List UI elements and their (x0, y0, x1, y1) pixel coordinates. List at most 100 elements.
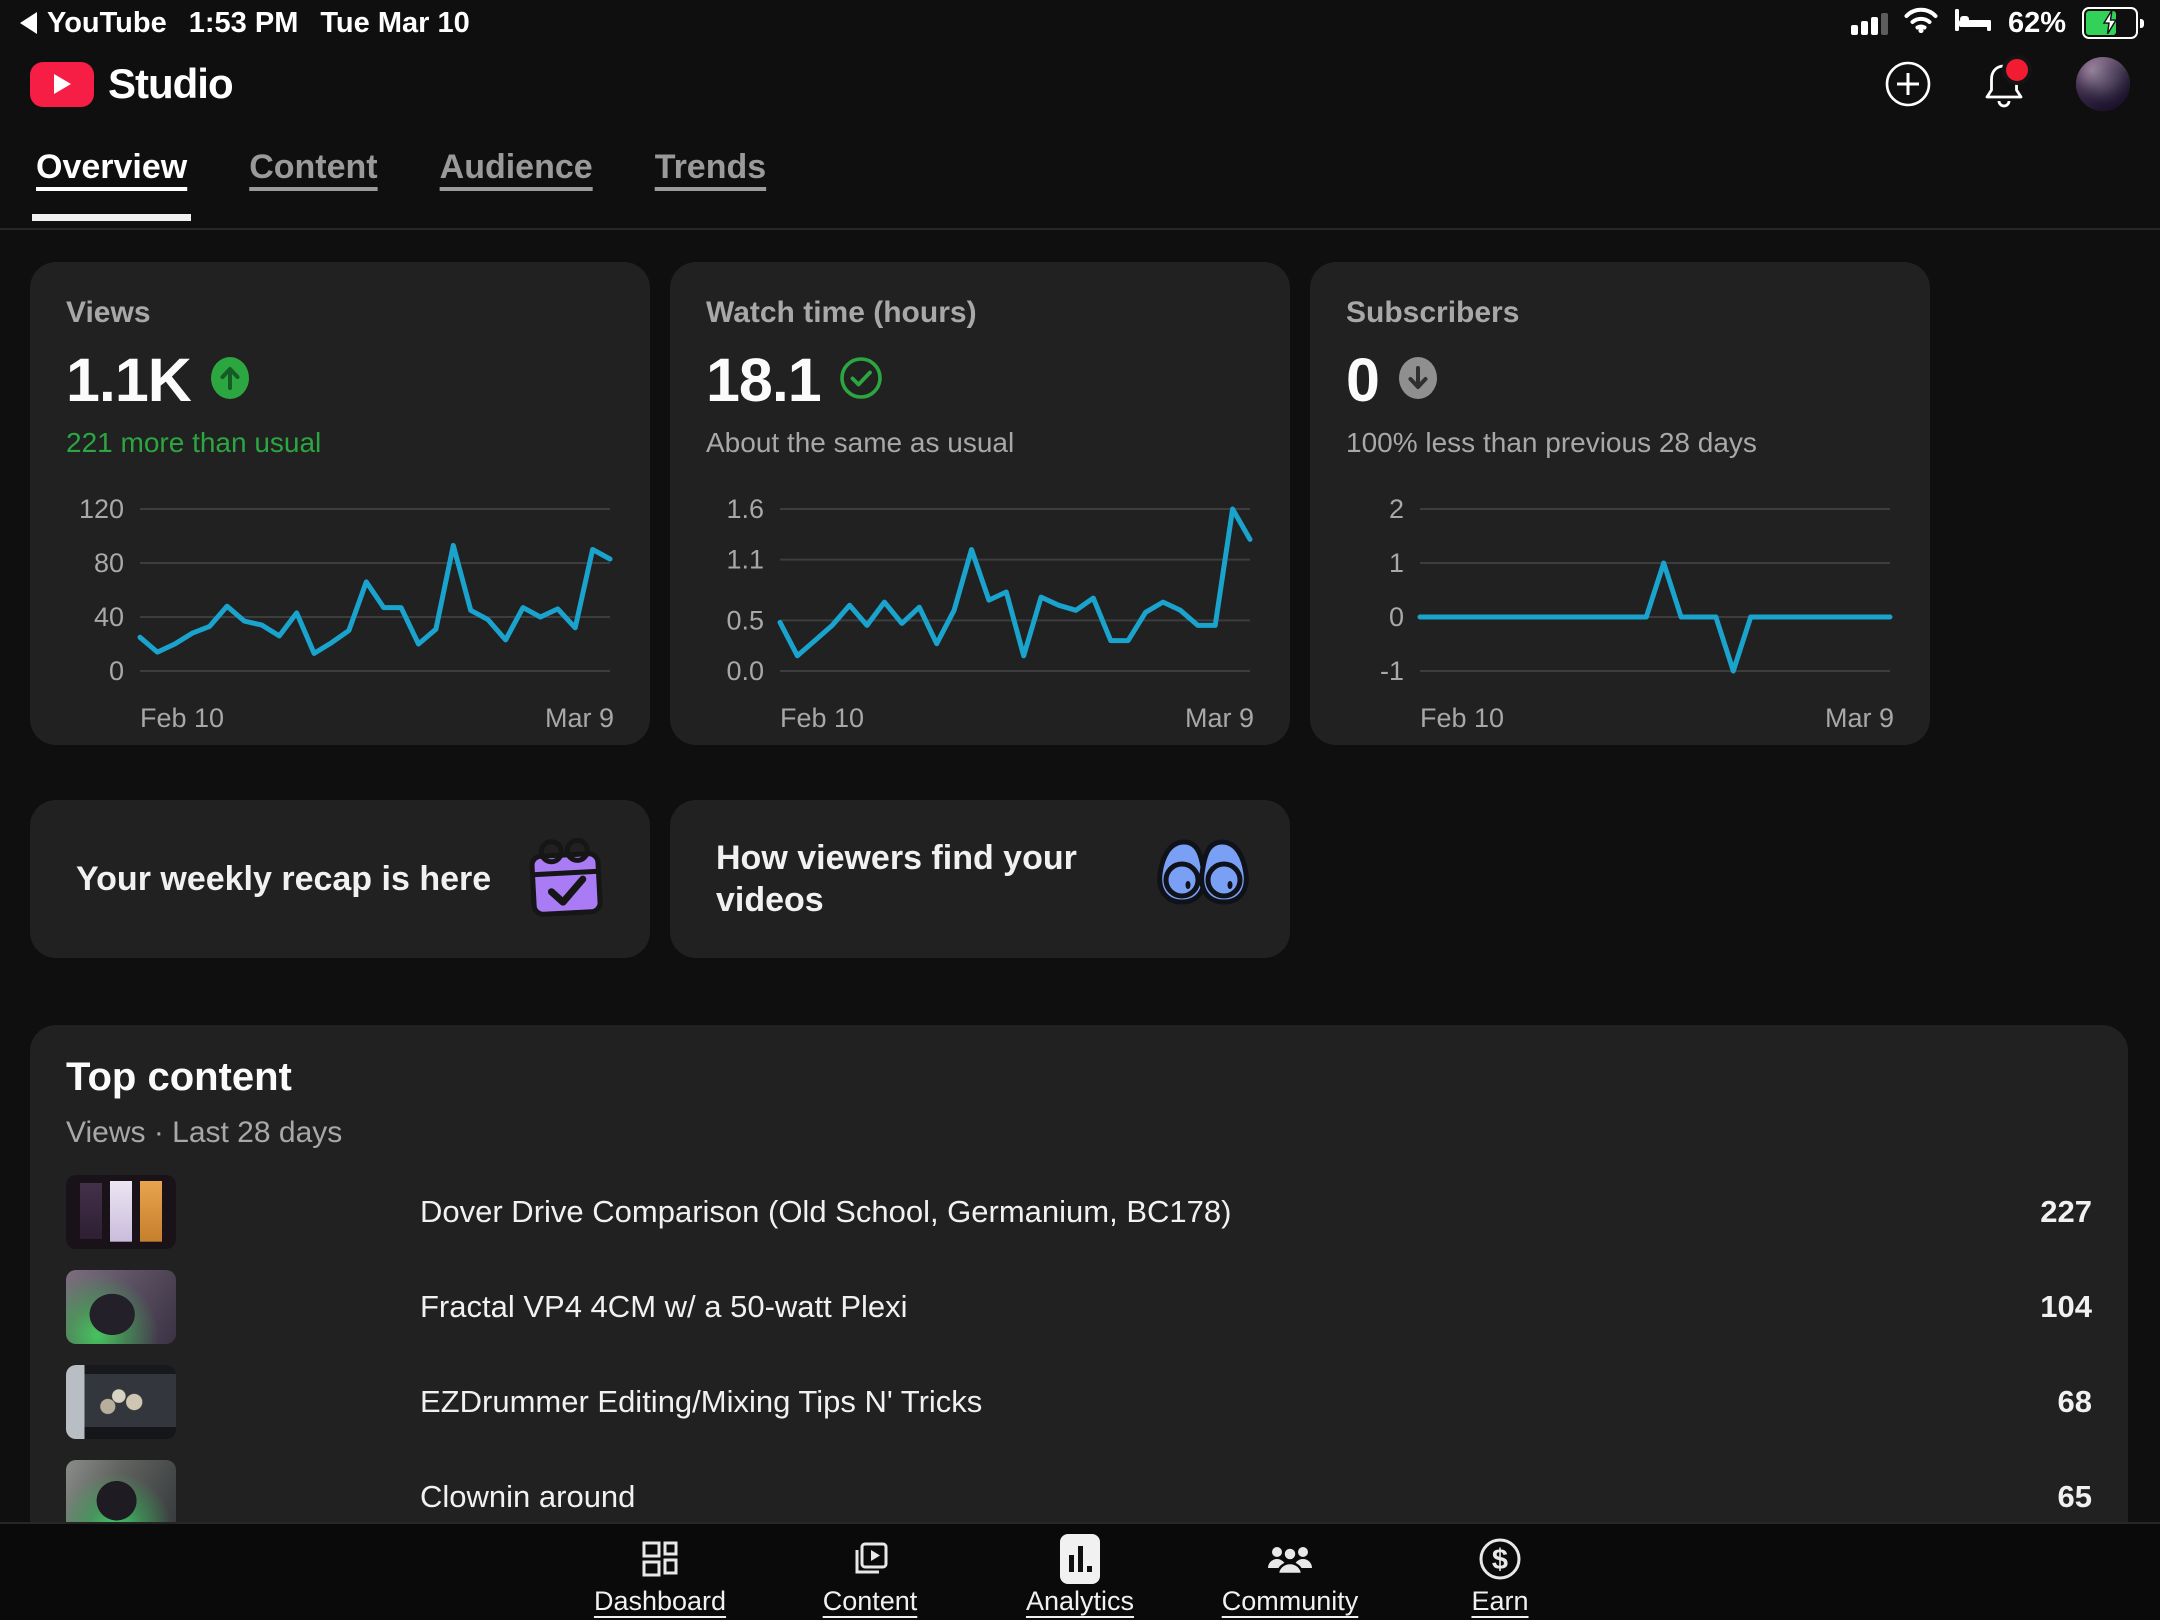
svg-text:0.0: 0.0 (726, 656, 764, 686)
tab-label: Content (249, 148, 378, 186)
views-delta: 221 more than usual (66, 427, 322, 458)
account-avatar[interactable] (2076, 57, 2130, 111)
notification-badge (2002, 55, 2032, 85)
battery-charging-icon (2082, 7, 2144, 39)
video-views: 104 (2040, 1288, 2092, 1324)
nav-label: Community (1221, 1586, 1359, 1616)
subscribers-delta: 100% less than previous 28 days (1346, 427, 1757, 458)
community-people-icon (1265, 1534, 1315, 1584)
svg-text:0: 0 (1389, 602, 1404, 632)
avatar-image (2076, 57, 2130, 111)
binoculars-icon (1157, 839, 1249, 905)
video-thumbnail (66, 1174, 176, 1249)
x-axis-end-label: Mar 9 (544, 703, 614, 733)
watch-time-delta: About the same as usual (706, 427, 1015, 458)
x-axis-end-label: Mar 9 (1824, 703, 1894, 733)
video-title: Dover Drive Comparison (Old School, Germ… (420, 1193, 1232, 1229)
subscribers-chart: 2 1 0 -1 (1380, 494, 1893, 686)
nav-label: Analytics (1025, 1586, 1135, 1616)
tabs-divider (0, 228, 2160, 230)
nav-label: Dashboard (593, 1586, 727, 1616)
card-title: Watch time (hours) (706, 296, 977, 329)
svg-text:1.6: 1.6 (726, 494, 764, 524)
video-views: 65 (2057, 1478, 2092, 1514)
nav-label: Content (822, 1586, 918, 1616)
svg-text:120: 120 (79, 494, 124, 524)
trend-down-icon (1397, 356, 1439, 405)
promo-title: How viewers find your videos (716, 838, 1077, 920)
play-icon (54, 73, 71, 94)
video-title: EZDrummer Editing/Mixing Tips N' Tricks (420, 1383, 983, 1419)
create-button[interactable] (1884, 60, 1932, 108)
views-value: 1.1K (66, 346, 192, 414)
nav-content[interactable]: Content (765, 1524, 975, 1620)
cellular-signal-icon (1850, 11, 1888, 35)
tab-audience[interactable]: Audience (436, 148, 597, 221)
top-content-row[interactable]: Dover Drive Comparison (Old School, Germ… (66, 1164, 2092, 1259)
analytics-bars-icon (1057, 1534, 1103, 1584)
video-thumbnail (66, 1459, 176, 1534)
promo-cards-row: Your weekly recap is here How viewers fi… (30, 800, 1290, 958)
views-card[interactable]: Views 1.1K 221 more than usual 120 80 40 0 … (30, 262, 650, 745)
x-axis-start-label: Feb 10 (780, 703, 865, 733)
how-viewers-find-card[interactable]: How viewers find your videos (670, 800, 1290, 958)
nav-analytics[interactable]: Analytics (975, 1524, 1185, 1620)
video-title: Clownin around (420, 1478, 636, 1514)
wifi-icon (1904, 5, 1938, 41)
back-to-app-button[interactable]: YouTube (20, 7, 167, 40)
metric-cards-row: Views 1.1K 221 more than usual 120 80 40 0 … (30, 262, 1930, 745)
create-plus-icon (1885, 61, 1931, 107)
back-app-label: YouTube (47, 6, 167, 39)
card-title: Subscribers (1346, 296, 1520, 329)
svg-text:80: 80 (94, 548, 124, 578)
x-axis-end-label: Mar 9 (1184, 703, 1254, 733)
svg-text:1: 1 (1389, 548, 1404, 578)
tab-content[interactable]: Content (245, 148, 381, 221)
svg-text:2: 2 (1389, 494, 1404, 524)
video-thumbnail (66, 1269, 176, 1344)
subscribers-card[interactable]: Subscribers 0 100% less than previous 28… (1310, 262, 1930, 745)
top-content-title: Top content (66, 1055, 292, 1099)
weekly-recap-card[interactable]: Your weekly recap is here (30, 800, 650, 958)
trend-same-icon (839, 356, 883, 405)
subscribers-value: 0 (1346, 346, 1380, 414)
youtube-logo-icon (30, 61, 94, 107)
svg-text:$: $ (1492, 1544, 1508, 1576)
top-content-row[interactable]: EZDrummer Editing/Mixing Tips N' Tricks … (66, 1354, 2092, 1449)
video-title: Fractal VP4 4CM w/ a 50-watt Plexi (420, 1288, 908, 1324)
video-thumbnail (66, 1364, 176, 1439)
svg-text:0: 0 (109, 656, 124, 686)
svg-text:-1: -1 (1380, 656, 1404, 686)
top-content-row[interactable]: Fractal VP4 4CM w/ a 50-watt Plexi 104 (66, 1259, 2092, 1354)
watch-time-chart: 1.6 1.1 0.5 0.0 (726, 494, 1253, 686)
top-content-row[interactable]: Clownin around 65 (66, 1449, 2092, 1544)
tab-overview[interactable]: Overview (32, 148, 192, 221)
x-axis-start-label: Feb 10 (1420, 703, 1505, 733)
status-time: 1:53 PM (188, 6, 299, 39)
status-bar: YouTube 1:53 PM Tue Mar 10 (0, 0, 2160, 46)
calendar-check-icon (529, 837, 603, 917)
watch-time-value: 18.1 (706, 346, 822, 414)
notifications-button[interactable] (1982, 55, 2032, 108)
svg-text:1.1: 1.1 (726, 545, 764, 575)
promo-title: Your weekly recap is here (76, 859, 492, 898)
nav-earn[interactable]: $ Earn (1395, 1524, 1605, 1620)
focus-bed-icon (1954, 7, 1992, 40)
app-header: Studio (0, 46, 2160, 122)
bottom-navigation: Dashboard Content Analytics (0, 1522, 2160, 1620)
content-play-icon (847, 1534, 893, 1584)
nav-label: Earn (1471, 1586, 1529, 1616)
tab-label: Trends (654, 148, 767, 186)
trend-up-icon (209, 356, 251, 405)
video-views: 227 (2040, 1193, 2092, 1229)
tab-trends[interactable]: Trends (651, 148, 770, 221)
x-axis-start-label: Feb 10 (140, 703, 225, 733)
analytics-tabs: Overview Content Audience Trends (32, 148, 770, 221)
tab-label: Overview (36, 148, 188, 186)
nav-community[interactable]: Community (1185, 1524, 1395, 1620)
battery-percent: 62% (2007, 6, 2066, 39)
watch-time-card[interactable]: Watch time (hours) 18.1 About the same a… (670, 262, 1290, 745)
active-tab-indicator (32, 214, 192, 221)
nav-dashboard[interactable]: Dashboard (555, 1524, 765, 1620)
